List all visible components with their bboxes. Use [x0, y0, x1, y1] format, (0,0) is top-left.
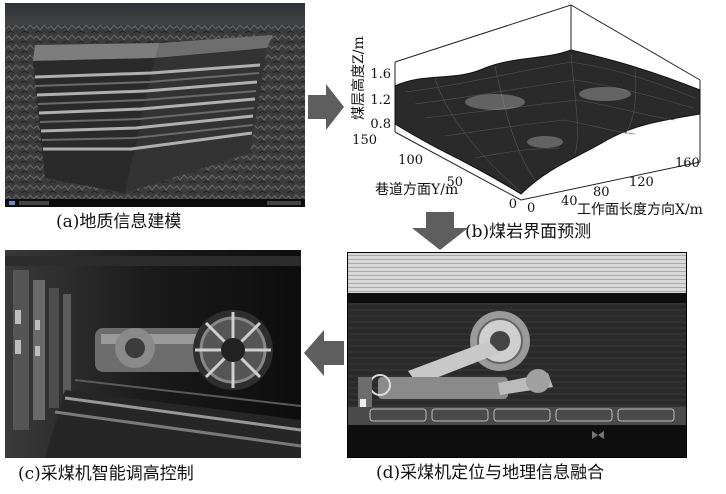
geological-model-render: [5, 3, 305, 207]
positioning-render: [348, 253, 686, 457]
shearer-model: [358, 311, 553, 407]
caption-c: (c)采煤机智能调高控制: [18, 464, 194, 484]
y-tick: 100: [398, 153, 423, 168]
z-axis-label: 煤层高度Z/m: [350, 36, 367, 120]
panel-shearer-positioning: [347, 252, 687, 458]
z-axis: 1.6 1.2 0.8: [370, 67, 391, 132]
z-tick: 0.8: [370, 117, 391, 132]
x-tick: 120: [629, 175, 654, 190]
y-axis-label: 巷道方面Y/m: [375, 182, 458, 198]
x-axis: 0 40 80 120 160: [527, 156, 700, 216]
rock-layer: [348, 253, 686, 293]
z-tick: 1.2: [370, 93, 391, 108]
taskbar: [5, 199, 305, 207]
arrow-right-icon: [308, 84, 344, 130]
panel-shearer-height-control: [5, 250, 301, 458]
x-tick: 40: [561, 194, 578, 209]
x-tick: 0: [527, 201, 535, 216]
x-tick: 80: [593, 185, 610, 200]
arrow-down-icon: [412, 212, 468, 250]
x-axis-label: 工作面长度方向X/m: [577, 202, 703, 216]
y-tick: 50: [446, 175, 463, 190]
caption-d: (d)采煤机定位与地理信息融合: [376, 463, 605, 483]
y-tick: 150: [352, 133, 377, 148]
caption-a: (a)地质信息建模: [56, 212, 182, 232]
surface-plot-3d: 1.6 1.2 0.8 煤层高度Z/m 150 100 50 0 巷道方面Y/m…: [350, 4, 703, 216]
shearer-body: [95, 310, 273, 390]
arrow-left-icon: [304, 330, 344, 376]
x-tick: 160: [675, 156, 700, 171]
y-axis: 150 100 50 0: [352, 133, 517, 212]
shearer-render: [5, 250, 301, 458]
caption-b: (b)煤岩界面预测: [465, 222, 592, 242]
panel-coal-rock-interface: 1.6 1.2 0.8 煤层高度Z/m 150 100 50 0 巷道方面Y/m…: [345, 2, 725, 216]
y-tick: 0: [509, 197, 517, 212]
z-tick: 1.6: [370, 67, 391, 82]
panel-geological-model: [5, 3, 305, 207]
strata-block: [33, 35, 273, 193]
